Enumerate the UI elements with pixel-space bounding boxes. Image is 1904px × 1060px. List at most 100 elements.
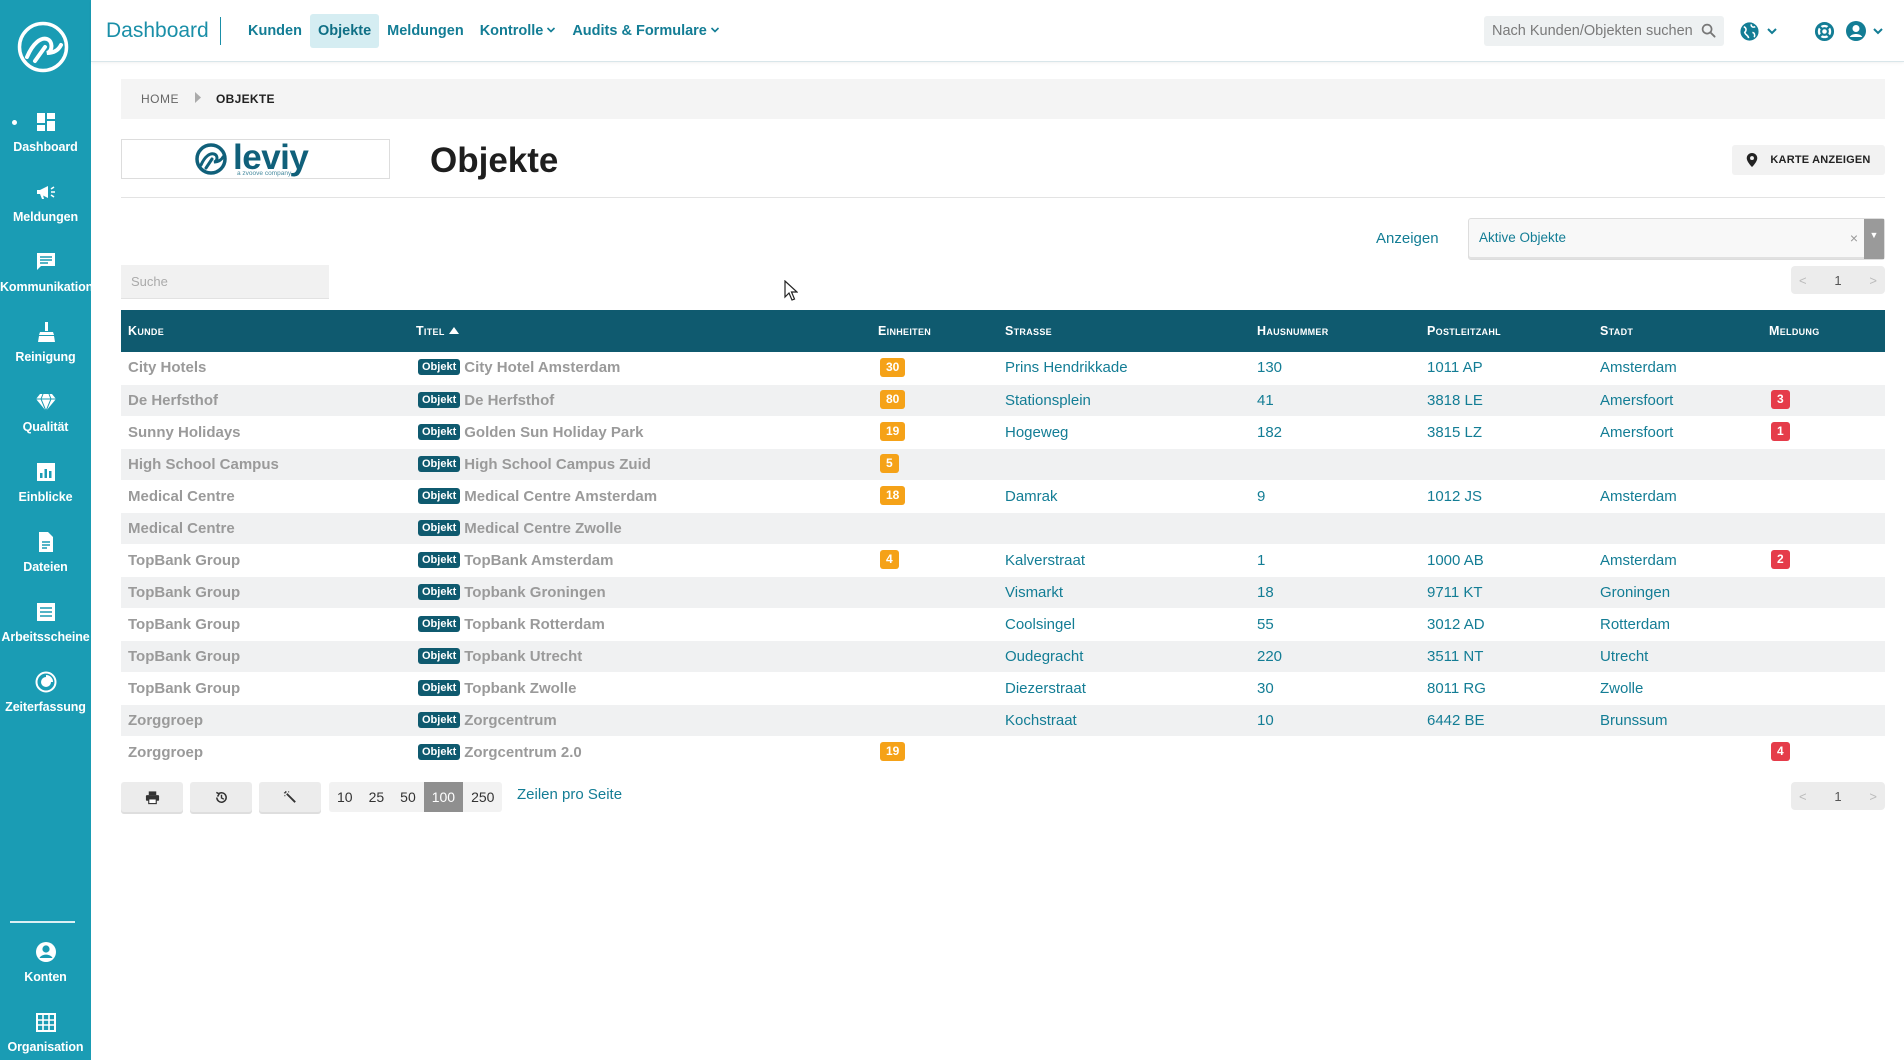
search-icon[interactable] bbox=[1701, 23, 1716, 38]
object-title[interactable]: Medical Centre Amsterdam bbox=[464, 487, 658, 505]
reports-badge[interactable]: 1 bbox=[1771, 422, 1790, 441]
column-header-hausnummer[interactable]: Hausnummer bbox=[1250, 310, 1420, 352]
show-map-button[interactable]: KARTE ANZEIGEN bbox=[1732, 145, 1885, 175]
page-size-10[interactable]: 10 bbox=[337, 789, 353, 805]
nav-objekte[interactable]: Objekte bbox=[309, 14, 380, 48]
help-button[interactable] bbox=[1814, 19, 1835, 43]
nav-kontrolle[interactable]: Kontrolle bbox=[472, 14, 565, 48]
cell-kunde[interactable]: City Hotels bbox=[121, 352, 409, 385]
sidebar-item-meldungen[interactable]: Meldungen bbox=[0, 180, 91, 240]
object-title[interactable]: TopBank Amsterdam bbox=[464, 551, 614, 569]
cell-kunde[interactable]: TopBank Group bbox=[121, 608, 409, 641]
reports-badge[interactable]: 4 bbox=[1771, 742, 1790, 761]
user-menu[interactable] bbox=[1845, 19, 1884, 43]
sidebar-item-konten[interactable]: Konten bbox=[0, 940, 91, 1000]
reports-badge[interactable]: 2 bbox=[1771, 550, 1790, 569]
table-row[interactable]: TopBank Group Objekt Topbank Groningen Vism… bbox=[121, 576, 1885, 609]
table-row[interactable]: City Hotels Objekt City Hotel Amsterdam 30 P… bbox=[121, 352, 1885, 385]
object-title[interactable]: Medical Centre Zwolle bbox=[464, 519, 622, 537]
sidebar-item-zeiterfassung[interactable]: Zeiterfassung bbox=[0, 670, 91, 730]
print-button[interactable] bbox=[121, 782, 183, 812]
reset-button[interactable] bbox=[190, 782, 252, 812]
app-title[interactable]: Dashboard bbox=[106, 19, 209, 42]
table-row[interactable]: High School Campus Objekt High School Camp… bbox=[121, 448, 1885, 481]
cell-kunde[interactable]: TopBank Group bbox=[121, 576, 409, 609]
cell-titel[interactable]: Objekt High School Campus Zuid bbox=[409, 448, 871, 481]
clear-filters-button[interactable] bbox=[259, 782, 321, 812]
reports-badge[interactable]: 3 bbox=[1771, 390, 1790, 409]
filter-select[interactable]: Aktive Objekte × ▼ bbox=[1468, 218, 1885, 260]
page-size-50[interactable]: 50 bbox=[400, 789, 416, 805]
column-header-einheiten[interactable]: Einheiten bbox=[871, 310, 998, 352]
cell-titel[interactable]: Objekt Zorgcentrum 2.0 bbox=[409, 736, 871, 769]
table-row[interactable]: TopBank Group Objekt TopBank Amsterdam 4 Kal… bbox=[121, 544, 1885, 577]
filter-clear-icon[interactable]: × bbox=[1849, 230, 1858, 246]
page-size-25[interactable]: 25 bbox=[368, 789, 385, 805]
language-menu[interactable] bbox=[1739, 19, 1778, 43]
column-header-postleitzahl[interactable]: Postleitzahl bbox=[1420, 310, 1593, 352]
column-header-strasse[interactable]: Strasse bbox=[998, 310, 1250, 352]
table-row[interactable]: Medical Centre Objekt Medical Centre Zwoll… bbox=[121, 512, 1885, 545]
cell-kunde[interactable]: Medical Centre bbox=[121, 512, 409, 545]
cell-titel[interactable]: Objekt City Hotel Amsterdam bbox=[409, 352, 871, 385]
object-title[interactable]: Topbank Groningen bbox=[464, 583, 606, 601]
cell-kunde[interactable]: Zorggroep bbox=[121, 736, 409, 769]
object-title[interactable]: City Hotel Amsterdam bbox=[464, 359, 621, 377]
nav-kunden[interactable]: Kunden bbox=[240, 14, 310, 48]
cell-titel[interactable]: Objekt Medical Centre Amsterdam bbox=[409, 480, 871, 513]
global-search-input[interactable] bbox=[1484, 16, 1694, 46]
cell-titel[interactable]: Objekt Topbank Groningen bbox=[409, 576, 871, 609]
object-title[interactable]: De Herfsthof bbox=[464, 391, 555, 409]
column-header-stadt[interactable]: Stadt bbox=[1593, 310, 1762, 352]
table-row[interactable]: Zorggroep Objekt Zorgcentrum 2.0 19 4 bbox=[121, 736, 1885, 769]
object-title[interactable]: Topbank Rotterdam bbox=[464, 615, 605, 633]
column-header-kunde[interactable]: Kunde bbox=[121, 310, 409, 352]
next-page-button[interactable]: > bbox=[1869, 272, 1877, 288]
sidebar-item-arbeitsscheine[interactable]: Arbeitsscheine bbox=[0, 600, 91, 660]
nav-meldungen[interactable]: Meldungen bbox=[379, 14, 472, 48]
cell-titel[interactable]: Objekt Zorgcentrum bbox=[409, 704, 871, 737]
sort-ascending-icon[interactable] bbox=[445, 324, 460, 338]
filter-caret-icon[interactable]: ▼ bbox=[1864, 219, 1884, 259]
column-header-meldung[interactable]: Meldung bbox=[1762, 310, 1885, 352]
cell-titel[interactable]: Objekt TopBank Amsterdam bbox=[409, 544, 871, 577]
sidebar-item-dashboard[interactable]: Dashboard bbox=[0, 110, 91, 170]
nav-audits-formulare[interactable]: Audits & Formulare bbox=[564, 14, 728, 48]
app-logo-icon[interactable] bbox=[17, 21, 69, 73]
cell-kunde[interactable]: Zorggroep bbox=[121, 704, 409, 737]
cell-kunde[interactable]: TopBank Group bbox=[121, 640, 409, 673]
page-number[interactable]: 1 bbox=[1834, 788, 1842, 804]
page-size-250[interactable]: 250 bbox=[471, 789, 495, 805]
prev-page-button[interactable]: < bbox=[1799, 272, 1807, 288]
object-title[interactable]: Zorgcentrum bbox=[464, 711, 557, 729]
table-row[interactable]: Medical Centre Objekt Medical Centre Amste… bbox=[121, 480, 1885, 513]
sidebar-item-einblicke[interactable]: Einblicke bbox=[0, 460, 91, 520]
cell-titel[interactable]: Objekt Topbank Zwolle bbox=[409, 672, 871, 705]
cell-kunde[interactable]: Sunny Holidays bbox=[121, 416, 409, 449]
object-title[interactable]: High School Campus Zuid bbox=[464, 455, 651, 473]
breadcrumb-home[interactable]: HOME bbox=[141, 92, 179, 106]
table-row[interactable]: TopBank Group Objekt Topbank Utrecht Oudegr… bbox=[121, 640, 1885, 673]
page-size-100[interactable]: 100 bbox=[423, 782, 464, 812]
page-number[interactable]: 1 bbox=[1834, 272, 1842, 288]
object-title[interactable]: Zorgcentrum 2.0 bbox=[464, 743, 582, 761]
cell-titel[interactable]: Objekt Topbank Utrecht bbox=[409, 640, 871, 673]
sidebar-item-qualität[interactable]: Qualität bbox=[0, 390, 91, 450]
cell-kunde[interactable]: High School Campus bbox=[121, 448, 409, 481]
cell-titel[interactable]: Objekt De Herfsthof bbox=[409, 384, 871, 417]
sidebar-item-kommunikation[interactable]: Kommunikation bbox=[0, 250, 93, 310]
cell-kunde[interactable]: Medical Centre bbox=[121, 480, 409, 513]
cell-kunde[interactable]: De Herfsthof bbox=[121, 384, 409, 417]
next-page-button[interactable]: > bbox=[1869, 788, 1877, 804]
sidebar-item-reinigung[interactable]: Reinigung bbox=[0, 320, 91, 380]
cell-titel[interactable]: Objekt Topbank Rotterdam bbox=[409, 608, 871, 641]
prev-page-button[interactable]: < bbox=[1799, 788, 1807, 804]
table-row[interactable]: Zorggroep Objekt Zorgcentrum Kochstraat 10 64… bbox=[121, 704, 1885, 737]
sidebar-item-dateien[interactable]: Dateien bbox=[0, 530, 91, 590]
cell-titel[interactable]: Objekt Medical Centre Zwolle bbox=[409, 512, 871, 545]
table-row[interactable]: TopBank Group Objekt Topbank Zwolle Diezers… bbox=[121, 672, 1885, 705]
cell-titel[interactable]: Objekt Golden Sun Holiday Park bbox=[409, 416, 871, 449]
table-row[interactable]: TopBank Group Objekt Topbank Rotterdam Cool… bbox=[121, 608, 1885, 641]
table-row[interactable]: De Herfsthof Objekt De Herfsthof 80 Stations… bbox=[121, 384, 1885, 417]
object-title[interactable]: Golden Sun Holiday Park bbox=[464, 423, 644, 441]
